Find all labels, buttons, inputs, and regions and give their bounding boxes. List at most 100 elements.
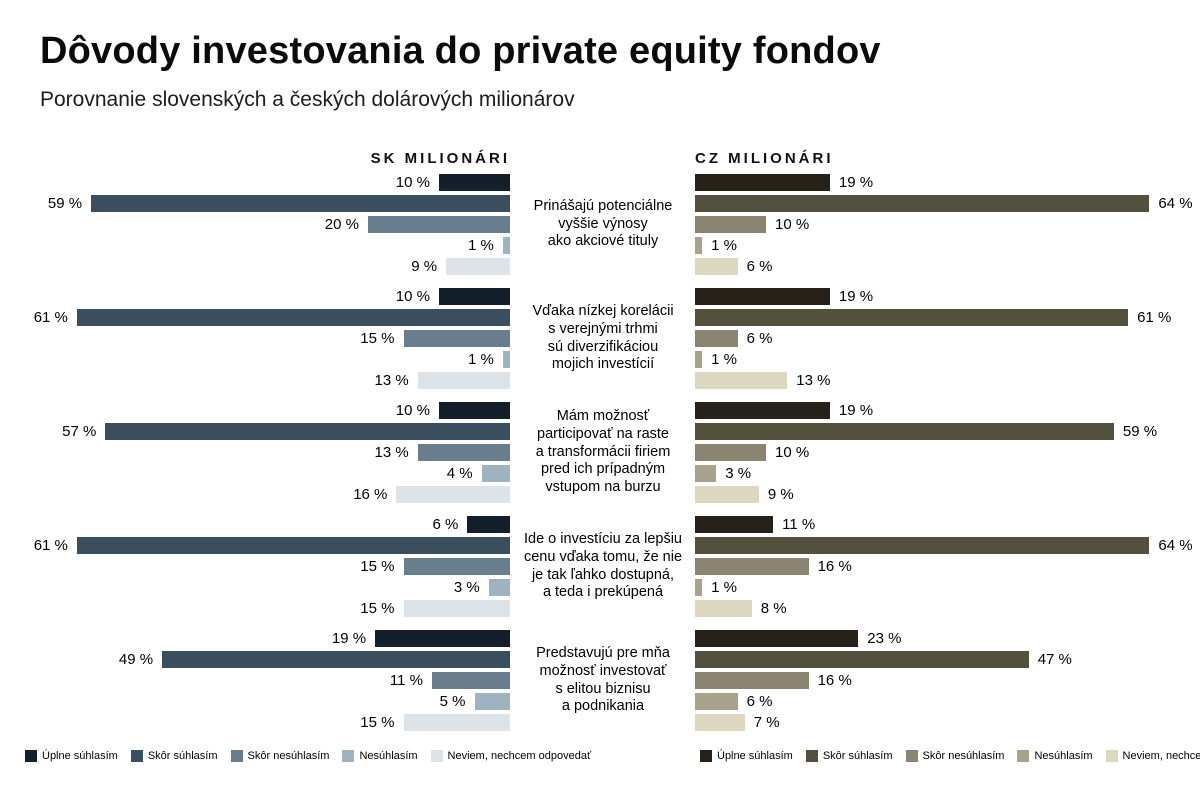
sk-bar-5 (403, 714, 510, 731)
cz-bar-value-label: 64 % (1158, 195, 1193, 212)
sk-bar-row: 15 % (0, 558, 510, 575)
cz-bar-row: 59 % (695, 423, 1200, 440)
cz-bar-5 (695, 714, 745, 731)
sk-bar-value-label: 15 % (360, 714, 395, 731)
sk-bar-1 (439, 288, 510, 305)
sk-bar-row: 57 % (0, 423, 510, 440)
sk-bar-2 (105, 423, 510, 440)
sk-bar-row: 5 % (0, 693, 510, 710)
cz-bar-row: 13 % (695, 372, 1200, 389)
sk-bar-value-label: 13 % (374, 372, 409, 389)
sk-bar-row: 10 % (0, 174, 510, 191)
sk-bar-value-label: 1 % (468, 237, 494, 254)
sk-legend-label: Neviem, nechcem odpovedať (447, 750, 592, 762)
sk-legend-label: Skôr nesúhlasím (247, 750, 330, 762)
question-group: 6 % 61 % 15 % 3 % 15 % 11 % 64 % 16 % 1 % 8 % Ide … (0, 516, 1200, 617)
sk-bar-value-label: 19 % (331, 630, 367, 647)
cz-bar-row: 16 % (695, 558, 1200, 575)
sk-bar-row: 4 % (0, 465, 510, 482)
cz-bar-3 (695, 558, 809, 575)
cz-legend-swatch-icon (905, 750, 918, 762)
sk-bar-value-label: 61 % (33, 309, 68, 326)
sk-bar-4 (481, 465, 510, 482)
sk-bar-value-label: 9 % (411, 258, 438, 275)
sk-bar-value-label: 20 % (324, 216, 359, 233)
sk-bar-row: 3 % (0, 579, 510, 596)
sk-bar-row: 1 % (0, 237, 510, 254)
cz-bar-3 (695, 672, 809, 689)
sk-bar-value-label: 10 % (395, 174, 430, 191)
cz-bar-1 (695, 174, 830, 191)
cz-bar-3 (695, 330, 738, 347)
sk-bar-row: 1 % (0, 351, 510, 368)
cz-bar-row: 23 % (695, 630, 1200, 647)
cz-legend-swatch-icon (1105, 750, 1118, 762)
sk-legend-swatch-icon (342, 750, 355, 762)
sk-bar-2 (162, 651, 510, 668)
sk-bar-row: 20 % (0, 216, 510, 233)
sk-bar-row: 10 % (0, 288, 510, 305)
cz-bar-4 (695, 351, 703, 368)
cz-bar-5 (695, 486, 759, 503)
sk-bar-value-label: 6 % (432, 516, 459, 533)
cz-bar-row: 1 % (695, 237, 1200, 254)
sk-bar-value-label: 49 % (118, 651, 154, 668)
cz-bar-2 (695, 651, 1029, 668)
sk-bar-2 (76, 537, 510, 554)
cz-bar-value-label: 16 % (817, 558, 852, 575)
cz-bar-2 (695, 537, 1150, 554)
sk-bar-4 (488, 579, 510, 596)
cz-bar-value-label: 1 % (711, 579, 737, 596)
cz-bar-row: 10 % (695, 444, 1200, 461)
cz-legend-label: Nesúhlasím (1034, 750, 1093, 762)
sk-legend-item: Úplne súhlasím (25, 750, 118, 762)
cz-bar-row: 19 % (695, 288, 1200, 305)
cz-bar-row: 1 % (695, 351, 1200, 368)
cz-bar-row: 16 % (695, 672, 1200, 689)
sk-bar-5 (446, 258, 510, 275)
cz-bar-row: 10 % (695, 216, 1200, 233)
sk-bar-row: 49 % (0, 651, 510, 668)
cz-legend-item: Nesúhlasím (1017, 750, 1093, 762)
cz-bar-row: 11 % (695, 516, 1200, 533)
cz-bar-2 (695, 309, 1129, 326)
sk-bar-value-label: 4 % (446, 465, 473, 482)
sk-legend-swatch-icon (25, 750, 37, 762)
cz-bar-value-label: 3 % (725, 465, 752, 482)
sk-bar-row: 13 % (0, 444, 510, 461)
sk-bar-row: 6 % (0, 516, 510, 533)
cz-bar-1 (695, 516, 774, 533)
question-group: 19 % 49 % 11 % 5 % 15 % 23 % 47 % 16 % 6 % 7 % Pre… (0, 630, 1200, 731)
sk-legend: Úplne súhlasím Skôr súhlasím Skôr nesúhlas… (25, 750, 591, 762)
sk-bar-1 (375, 630, 510, 647)
cz-bar-value-label: 19 % (838, 288, 874, 305)
cz-bar-row: 8 % (695, 600, 1200, 617)
cz-legend-swatch-icon (700, 750, 712, 762)
cz-bar-2 (695, 195, 1150, 212)
sk-bar-5 (417, 372, 510, 389)
cz-bar-row: 47 % (695, 651, 1200, 668)
cz-bar-value-label: 64 % (1158, 537, 1193, 554)
cz-legend-label: Neviem, nechcem odpovedať (1122, 750, 1200, 762)
page-subtitle: Porovnanie slovenských a českých dolárov… (40, 88, 575, 111)
sk-bar-1 (467, 516, 510, 533)
sk-bar-1 (439, 174, 510, 191)
cz-bar-value-label: 19 % (838, 402, 874, 419)
cz-bar-4 (695, 237, 703, 254)
cz-legend-item: Skôr súhlasím (805, 750, 893, 762)
sk-bar-value-label: 59 % (47, 195, 83, 212)
cz-legend: Úplne súhlasím Skôr súhlasím Skôr nesúhlas… (700, 750, 1200, 762)
question-label: Vďaka nízkej korelácii s verejnými trhmi… (532, 302, 674, 373)
cz-bar-4 (695, 579, 703, 596)
cz-bar-row: 3 % (695, 465, 1200, 482)
cz-bar-value-label: 1 % (711, 351, 737, 368)
cz-bar-1 (695, 288, 830, 305)
cz-bar-5 (695, 600, 752, 617)
sk-bar-2 (91, 195, 510, 212)
cz-bar-value-label: 6 % (746, 258, 773, 275)
cz-bar-value-label: 59 % (1122, 423, 1158, 440)
sk-bar-row: 59 % (0, 195, 510, 212)
cz-bar-value-label: 6 % (746, 693, 773, 710)
question-label: Predstavujú pre mňa možnosť investovať s… (536, 644, 670, 715)
